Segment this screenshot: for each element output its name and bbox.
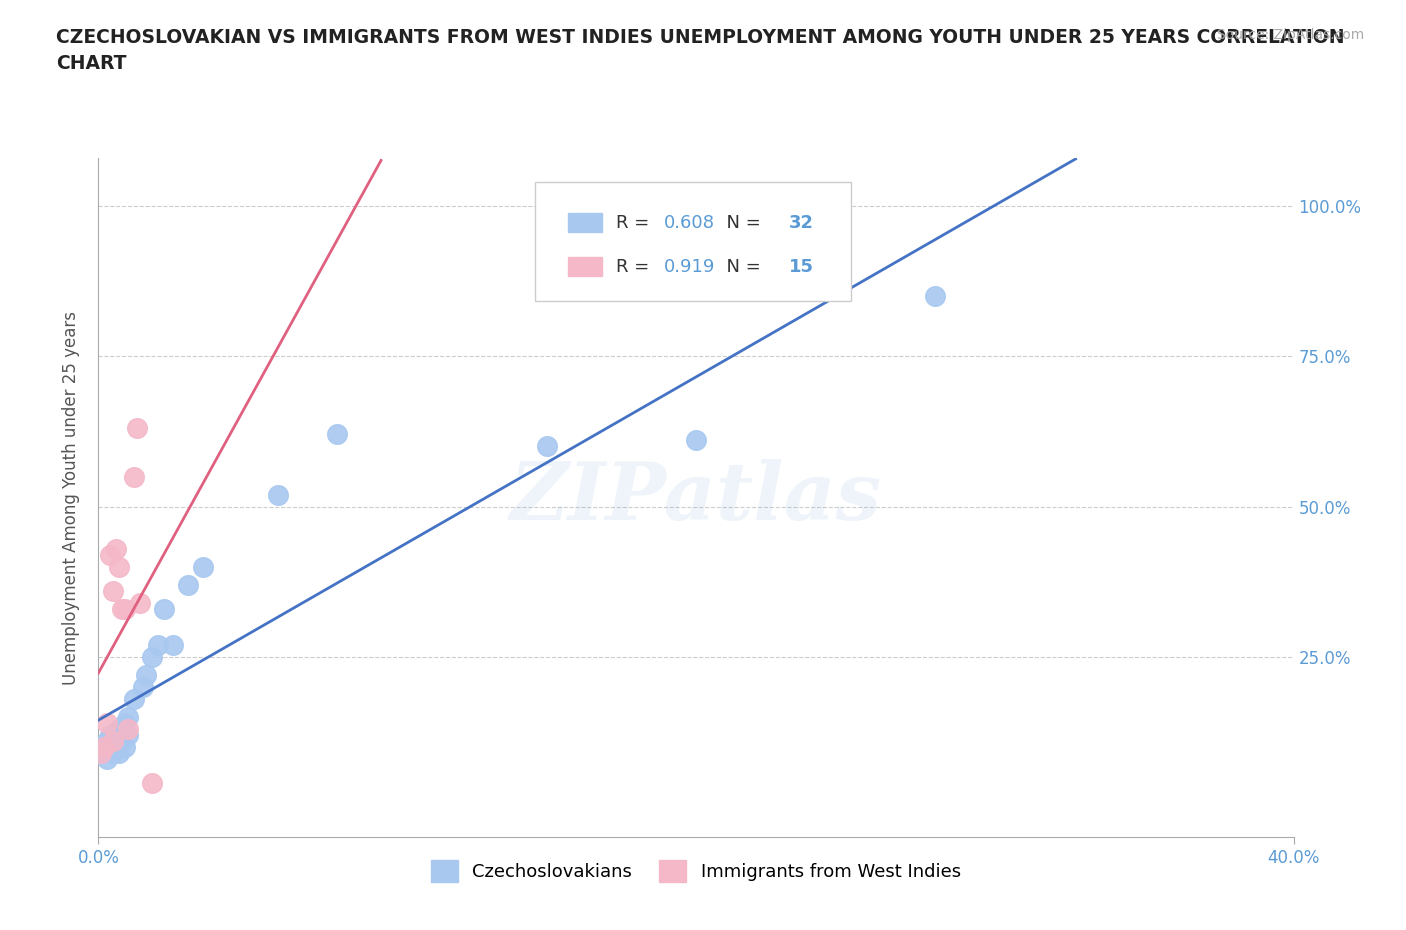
- Text: 0.608: 0.608: [664, 214, 714, 232]
- Point: [93, 739, 115, 754]
- Point: [141, 776, 163, 790]
- Point: [117, 710, 139, 724]
- Point: [191, 559, 214, 574]
- Point: [105, 727, 128, 742]
- Legend: Czechoslovakians, Immigrants from West Indies: Czechoslovakians, Immigrants from West I…: [423, 853, 969, 889]
- Point: [111, 602, 134, 617]
- Point: [114, 602, 136, 617]
- Point: [117, 727, 139, 742]
- Text: R =: R =: [616, 214, 655, 232]
- Point: [162, 637, 184, 652]
- Point: [98, 739, 122, 754]
- Point: [103, 746, 125, 761]
- FancyBboxPatch shape: [568, 213, 602, 232]
- Point: [108, 559, 131, 574]
- Point: [153, 602, 176, 617]
- Point: [267, 487, 290, 502]
- Point: [98, 547, 122, 562]
- Point: [148, 637, 170, 652]
- Point: [111, 722, 134, 737]
- Text: CZECHOSLOVAKIAN VS IMMIGRANTS FROM WEST INDIES UNEMPLOYMENT AMONG YOUTH UNDER 25: CZECHOSLOVAKIAN VS IMMIGRANTS FROM WEST …: [56, 28, 1344, 73]
- Point: [93, 739, 115, 754]
- Point: [96, 751, 118, 766]
- Point: [536, 439, 558, 454]
- Point: [124, 691, 146, 706]
- Point: [90, 746, 112, 761]
- Point: [103, 734, 125, 749]
- Text: 0.919: 0.919: [664, 258, 716, 275]
- Point: [924, 289, 946, 304]
- Point: [177, 578, 200, 592]
- Text: 15: 15: [789, 258, 814, 275]
- Point: [111, 734, 134, 749]
- Point: [117, 722, 139, 737]
- Point: [114, 739, 136, 754]
- Point: [96, 715, 118, 730]
- Point: [685, 433, 707, 448]
- Text: R =: R =: [616, 258, 661, 275]
- Point: [141, 649, 163, 664]
- FancyBboxPatch shape: [534, 182, 852, 300]
- Point: [98, 727, 122, 742]
- Text: ZIPatlas: ZIPatlas: [510, 458, 882, 537]
- Point: [108, 722, 131, 737]
- Point: [103, 583, 125, 598]
- Point: [114, 715, 136, 730]
- Text: N =: N =: [716, 214, 766, 232]
- FancyBboxPatch shape: [568, 258, 602, 276]
- Point: [103, 734, 125, 749]
- Point: [135, 668, 157, 683]
- Point: [90, 746, 112, 761]
- Point: [326, 427, 349, 442]
- Text: N =: N =: [716, 258, 766, 275]
- Point: [105, 739, 128, 754]
- Point: [108, 746, 131, 761]
- Text: Source: ZipAtlas.com: Source: ZipAtlas.com: [1216, 28, 1364, 42]
- Text: 32: 32: [789, 214, 814, 232]
- Point: [96, 734, 118, 749]
- Y-axis label: Unemployment Among Youth under 25 years: Unemployment Among Youth under 25 years: [62, 311, 80, 684]
- Point: [132, 679, 155, 694]
- Point: [129, 595, 152, 610]
- Point: [127, 421, 149, 436]
- Point: [124, 469, 146, 484]
- Point: [105, 541, 128, 556]
